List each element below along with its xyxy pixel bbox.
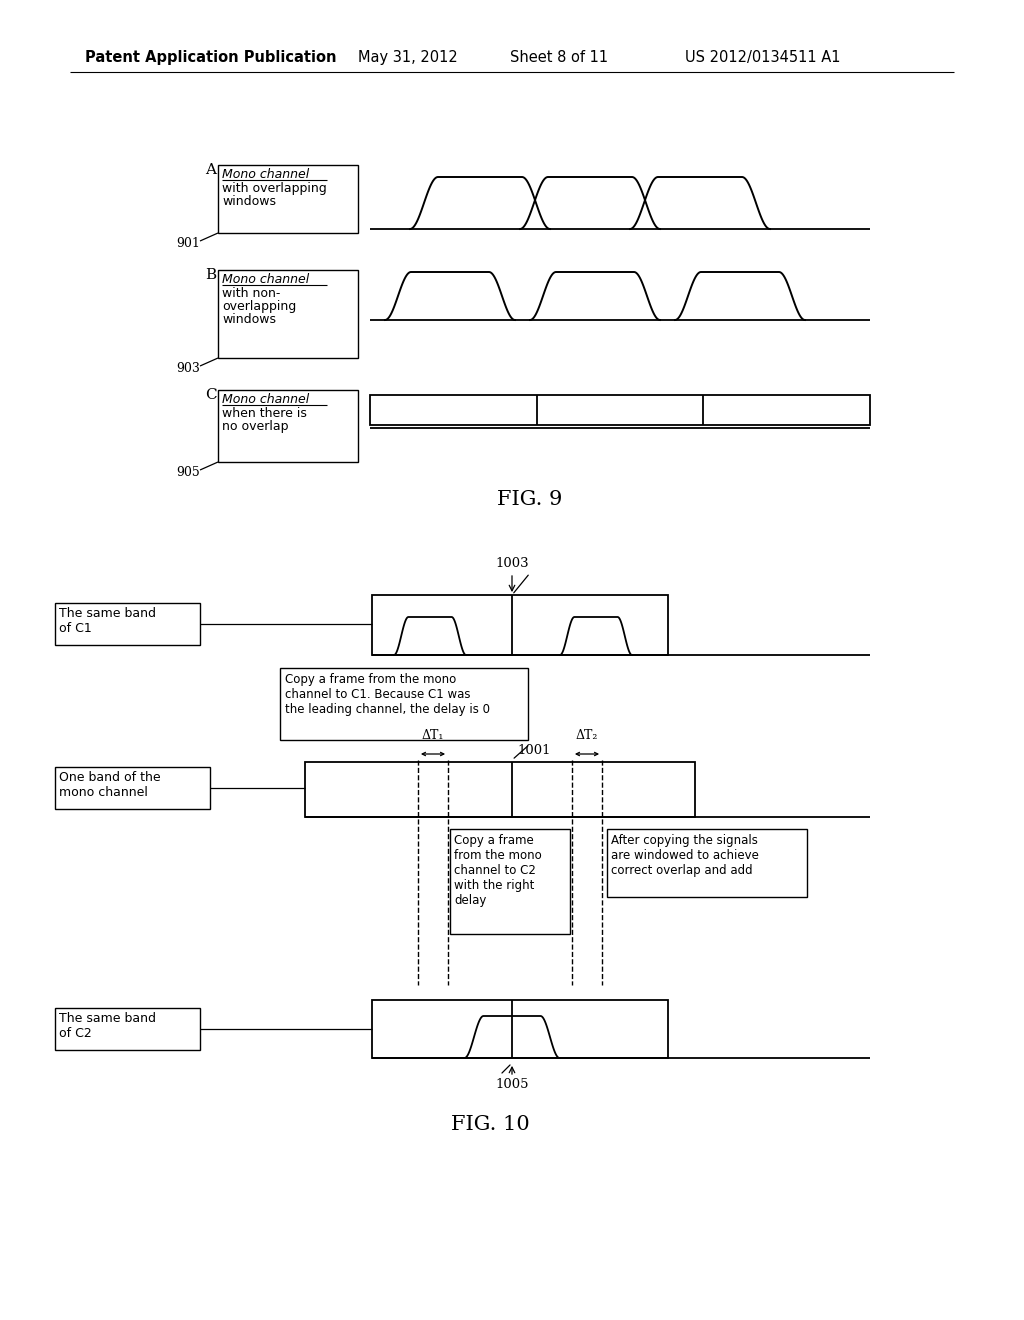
Text: 905: 905 <box>176 466 200 479</box>
Text: 1005: 1005 <box>496 1078 528 1092</box>
Text: A: A <box>205 162 216 177</box>
Bar <box>450 829 570 935</box>
Text: Copy a frame
from the mono
channel to C2
with the right
delay: Copy a frame from the mono channel to C2… <box>454 834 542 907</box>
Bar <box>55 1008 200 1049</box>
Bar <box>370 395 870 425</box>
Text: ΔT₂: ΔT₂ <box>575 729 598 742</box>
Text: 901: 901 <box>176 238 200 249</box>
Bar <box>218 165 358 234</box>
Text: 903: 903 <box>176 362 200 375</box>
Text: Mono channel: Mono channel <box>222 168 309 181</box>
Text: C: C <box>205 388 217 403</box>
Text: The same band
of C1: The same band of C1 <box>59 607 156 635</box>
Text: no overlap: no overlap <box>222 420 289 433</box>
Text: 1001: 1001 <box>517 744 551 756</box>
Text: Patent Application Publication: Patent Application Publication <box>85 50 337 65</box>
Text: windows: windows <box>222 195 276 209</box>
Text: US 2012/0134511 A1: US 2012/0134511 A1 <box>685 50 841 65</box>
Text: with non-: with non- <box>222 286 281 300</box>
Bar <box>280 668 528 741</box>
Bar <box>218 271 358 358</box>
Bar <box>55 603 200 645</box>
Text: FIG. 10: FIG. 10 <box>451 1115 529 1134</box>
Text: overlapping: overlapping <box>222 300 296 313</box>
Text: One band of the
mono channel: One band of the mono channel <box>59 771 161 799</box>
Bar <box>218 389 358 462</box>
Bar <box>372 1001 668 1059</box>
Text: FIG. 9: FIG. 9 <box>498 490 562 510</box>
Text: Mono channel: Mono channel <box>222 273 309 286</box>
Text: when there is: when there is <box>222 407 307 420</box>
Text: After copying the signals
are windowed to achieve
correct overlap and add: After copying the signals are windowed t… <box>611 834 759 876</box>
Bar <box>55 767 210 809</box>
Text: B: B <box>205 268 216 282</box>
Text: Copy a frame from the mono
channel to C1. Because C1 was
the leading channel, th: Copy a frame from the mono channel to C1… <box>285 673 490 715</box>
Bar <box>607 829 807 898</box>
Text: ΔT₁: ΔT₁ <box>422 729 444 742</box>
Text: The same band
of C2: The same band of C2 <box>59 1012 156 1040</box>
Bar <box>372 595 668 655</box>
Text: Mono channel: Mono channel <box>222 393 309 407</box>
Text: with overlapping: with overlapping <box>222 182 327 195</box>
Text: windows: windows <box>222 313 276 326</box>
Text: 1003: 1003 <box>496 557 528 570</box>
Text: May 31, 2012: May 31, 2012 <box>358 50 458 65</box>
Text: Sheet 8 of 11: Sheet 8 of 11 <box>510 50 608 65</box>
Bar <box>305 762 695 817</box>
